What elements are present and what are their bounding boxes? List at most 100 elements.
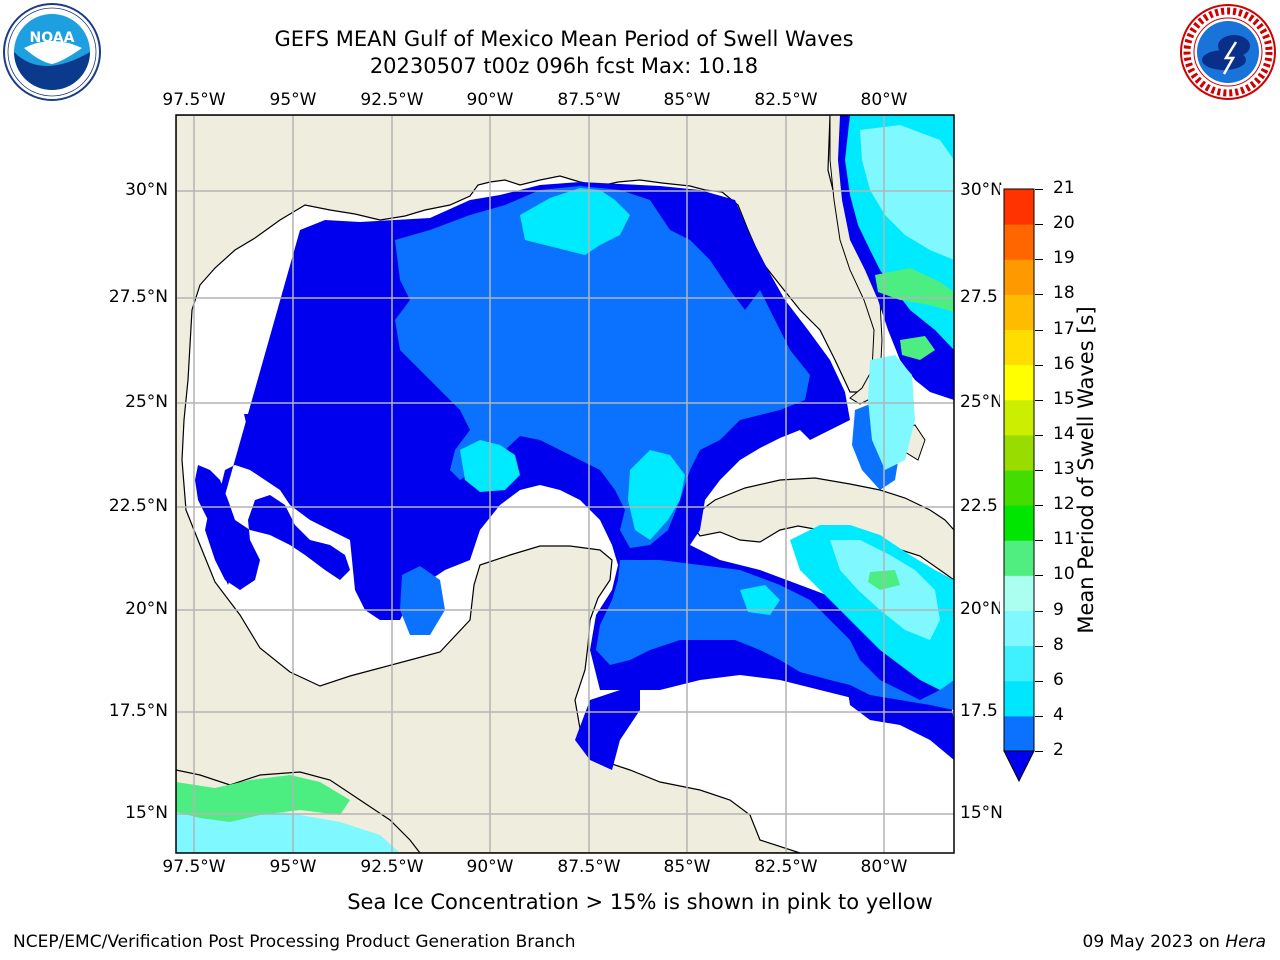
colorbar-label: Mean Period of Swell Waves [s] — [1074, 306, 1098, 634]
lon-label-top: 92.5°W — [360, 90, 424, 110]
colorbar-tick-mark — [1035, 680, 1043, 682]
swell-region-6-8s — [830, 540, 940, 640]
swell-region-6-8s-east — [868, 355, 915, 470]
lat-label-left: 20°N — [125, 599, 168, 619]
colorbar-tick-mark — [1035, 294, 1043, 296]
colorbar-tick-label: 19 — [1053, 248, 1075, 269]
map-subtitle-forecast: 20230507 t00z 096h fcst Max: 10.18 — [369, 54, 759, 78]
lat-label-right: 17.5 — [960, 701, 998, 721]
colorbar-swatch — [1004, 540, 1034, 576]
lat-label-right: 20°N — [960, 599, 1003, 619]
swell-region-9-10s-small — [900, 336, 935, 360]
swell-region-9-10s-pacific — [176, 775, 350, 822]
lon-label-bottom: 90°W — [466, 857, 514, 877]
swell-region-4-6s-caribbean — [790, 525, 954, 690]
colorbar-swatch — [1004, 645, 1034, 682]
colorbar-swatch — [1004, 505, 1034, 541]
lon-label-top: 95°W — [269, 90, 317, 110]
colorbar-tick-label: 12 — [1053, 494, 1075, 515]
national-weather-service-logo — [1180, 4, 1276, 100]
swell-region-9-10s-florida — [875, 268, 954, 312]
swell-region-2-4s-small — [400, 566, 445, 635]
colorbar-tick-label: 9 — [1053, 599, 1064, 620]
colorbar-tick-label: 2 — [1053, 740, 1064, 760]
swell-region-2-4s-south — [596, 560, 954, 710]
footer-date-machine: 09 May 2023 on Hera — [1083, 932, 1267, 952]
lon-label-top: 87.5°W — [557, 90, 621, 110]
lon-label-top: 85°W — [663, 90, 711, 110]
colorbar-tick-mark — [1035, 224, 1043, 226]
colorbar-tick-mark — [1035, 645, 1043, 647]
lat-label-left: 25°N — [125, 392, 168, 412]
colorbar-swatch — [1004, 224, 1034, 260]
colorbar-tick-mark — [1035, 434, 1043, 436]
colorbar-swatch — [1004, 399, 1034, 436]
sea-ice-note: Sea Ice Concentration > 15% is shown in … — [347, 890, 933, 914]
colorbar — [1000, 185, 1036, 785]
colorbar-tick-mark — [1035, 575, 1043, 577]
lon-label-top: 80°W — [860, 90, 908, 110]
colorbar-tick-label: 4 — [1053, 704, 1064, 725]
colorbar-tick-label: 18 — [1053, 283, 1075, 304]
lat-label-left: 17.5°N — [108, 701, 168, 721]
colorbar-swatch — [1004, 434, 1034, 471]
colorbar-tick-mark — [1035, 259, 1043, 261]
colorbar-swatch — [1004, 364, 1034, 401]
colorbar-tick-label: 16 — [1053, 353, 1075, 374]
colorbar-swatches — [1003, 189, 1035, 783]
colorbar-tick-mark — [1035, 189, 1043, 190]
swell-region-4-6s — [520, 188, 630, 255]
lon-label-bottom: 80°W — [860, 857, 908, 877]
colorbar-swatch — [1004, 715, 1034, 752]
lon-label-bottom: 87.5°W — [557, 857, 621, 877]
footer-branch: NCEP/EMC/Verification Post Processing Pr… — [13, 932, 576, 952]
colorbar-tick-mark — [1035, 540, 1043, 542]
map-title: GEFS MEAN Gulf of Mexico Mean Period of … — [274, 27, 854, 51]
swell-region-4-6s-small — [740, 585, 780, 615]
colorbar-tick-mark — [1035, 715, 1043, 717]
lat-label-right: 30°N — [960, 180, 1003, 200]
lat-label-left: 22.5°N — [108, 496, 168, 516]
lon-label-top: 82.5°W — [754, 90, 818, 110]
footer-machine: Hera — [1225, 932, 1266, 952]
lat-label-right: 15°N — [960, 803, 1003, 823]
colorbar-tick-mark — [1035, 470, 1043, 471]
colorbar-outline — [1003, 188, 1035, 752]
lon-label-top: 90°W — [466, 90, 514, 110]
colorbar-tick-mark — [1035, 505, 1043, 507]
colorbar-tick-label: 6 — [1053, 669, 1064, 690]
lat-label-left: 30°N — [125, 180, 168, 200]
lat-label-right: 27.5 — [960, 287, 998, 307]
swell-region-under-2s-northwest — [296, 262, 340, 330]
colorbar-tick-label: 21 — [1053, 178, 1075, 198]
svg-text:NOAA: NOAA — [30, 30, 75, 46]
colorbar-tick-label: 11 — [1053, 529, 1075, 550]
footer-date: 09 May 2023 on — [1082, 932, 1220, 952]
colorbar-swatch — [1004, 470, 1034, 506]
map-gridlines — [176, 115, 954, 853]
colorbar-tick-label: 13 — [1053, 459, 1075, 479]
colorbar-tick-mark — [1035, 399, 1043, 401]
lon-label-bottom: 95°W — [269, 857, 317, 877]
colorbar-tick-mark — [1035, 329, 1043, 331]
lon-label-bottom: 82.5°W — [754, 857, 818, 877]
colorbar-tick-mark — [1035, 610, 1043, 612]
lon-label-bottom: 97.5°W — [162, 857, 226, 877]
lat-label-left: 27.5°N — [108, 287, 168, 307]
colorbar-swatch — [1004, 189, 1034, 225]
colorbar-tick-mark — [1035, 364, 1043, 366]
colorbar-swatch — [1004, 329, 1034, 366]
swell-region-4-6s-center — [628, 450, 685, 540]
swell-region-2-4s — [395, 186, 810, 548]
colorbar-tick-label: 14 — [1053, 423, 1075, 444]
colorbar-swatch — [1004, 294, 1034, 330]
colorbar-tick-label: 20 — [1053, 213, 1075, 234]
noaa-logo: NOAA — [3, 3, 101, 101]
swell-region-under-2s-west — [244, 414, 300, 462]
colorbar-tick-label: 8 — [1053, 634, 1064, 655]
lat-label-left: 15°N — [125, 803, 168, 823]
colorbar-swatch — [1004, 680, 1034, 717]
colorbar-swatch — [1004, 259, 1034, 295]
colorbar-tick-label: 17 — [1053, 318, 1075, 339]
